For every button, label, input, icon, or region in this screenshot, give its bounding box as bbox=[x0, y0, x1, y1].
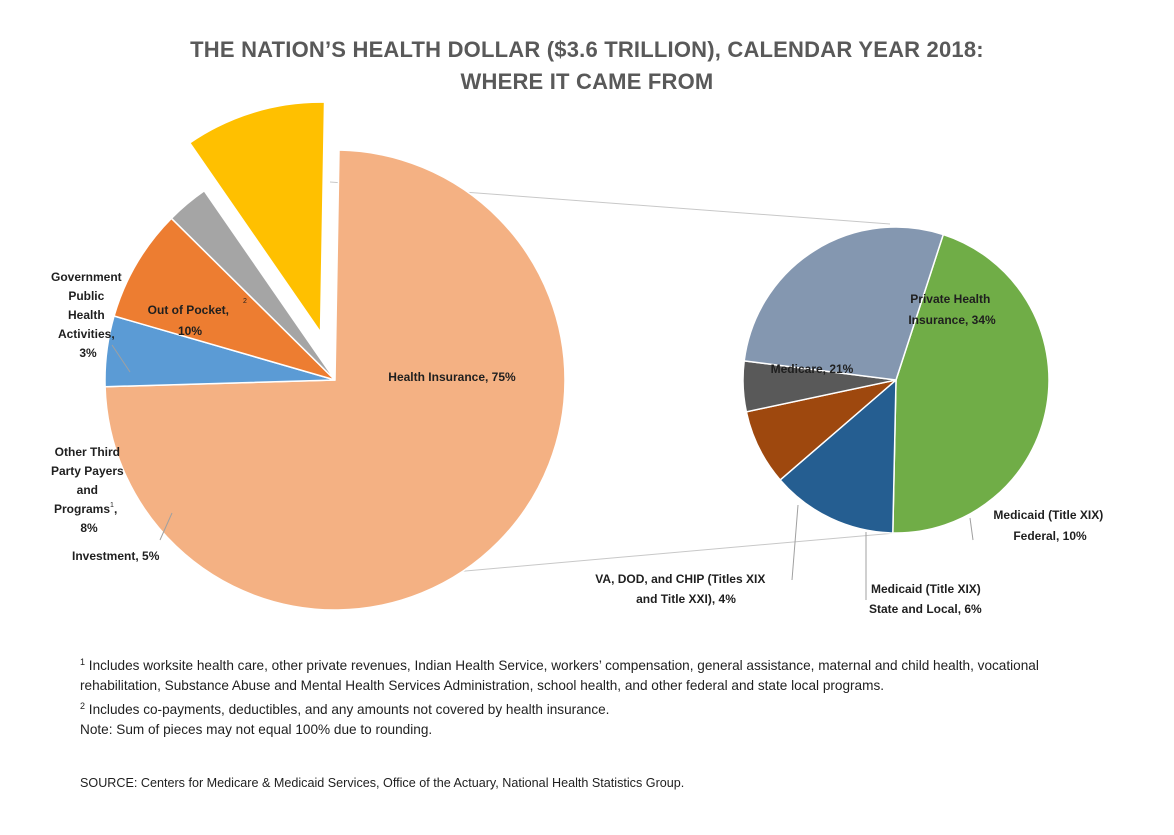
source-pie bbox=[104, 101, 566, 611]
label-government-public-health: Government Public Health Activities, 3% bbox=[51, 270, 125, 360]
label-other-third-party: Other Third Party Payers and 8% bbox=[51, 445, 127, 535]
source-note: SOURCE: Centers for Medicare & Medicaid … bbox=[80, 776, 685, 790]
label-medicaid-federal: Medicaid (Title XIX) Federal, 10% bbox=[993, 508, 1106, 543]
footnotes: 1 Includes worksite health care, other p… bbox=[80, 652, 1110, 740]
leader-line-investment bbox=[159, 512, 173, 541]
pie-slice-out-of-pocket bbox=[188, 101, 326, 335]
label-out-of-pocket: Out of Pocket, 10% bbox=[148, 303, 233, 338]
chart-title-line2: WHERE IT CAME FROM bbox=[460, 69, 714, 94]
label-medicaid-state: Medicaid (Title XIX) State and Local, 6% bbox=[869, 582, 984, 616]
pie-slice-medicaid-title-xix-federal bbox=[779, 378, 897, 534]
leader-line-va bbox=[791, 504, 799, 581]
pie-slice-other-third-party-payers-and-programs bbox=[113, 217, 336, 381]
chart-title-line1: THE NATION’S HEALTH DOLLAR ($3.6 TRILLIO… bbox=[190, 37, 984, 62]
health-dollar-charts: Health Insurance, 75% Out of Pocket, 10%… bbox=[51, 101, 1106, 616]
rounding-note: Note: Sum of pieces may not equal 100% d… bbox=[80, 722, 433, 737]
label-other-third-party-programs: Programs1, bbox=[54, 502, 117, 516]
leader-line-gov bbox=[111, 344, 131, 373]
leader-line-medicaid-fed bbox=[969, 517, 974, 541]
footnote-1: 1 Includes worksite health care, other p… bbox=[80, 657, 1039, 693]
label-medicare: Medicare, 21% bbox=[771, 362, 854, 376]
label-investment: Investment, 5% bbox=[72, 549, 160, 563]
label-out-of-pocket-footnote: 2 bbox=[243, 298, 247, 305]
pie-slice-private-health-insurance bbox=[892, 233, 1050, 534]
footnote-2: 2 Includes co-payments, deductibles, and… bbox=[80, 701, 610, 717]
pie-slice-medicare bbox=[743, 226, 945, 381]
health-insurance-breakdown-pie bbox=[742, 226, 1050, 534]
pie-slice-government-public-health-activities bbox=[170, 189, 336, 381]
label-va-dod-chip: VA, DOD, and CHIP (Titles XIX and Title … bbox=[595, 572, 768, 606]
label-private-health-insurance: Private Health Insurance, 34% bbox=[908, 292, 996, 327]
label-health-insurance: Health Insurance, 75% bbox=[388, 370, 516, 384]
